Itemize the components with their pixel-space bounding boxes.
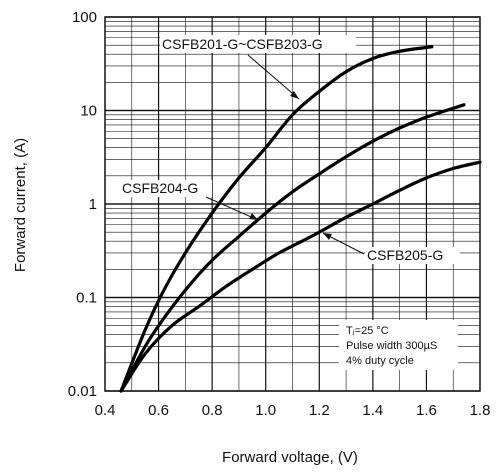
series-labels: CSFB201-G~CSFB203-G CSFB204-G CSFB205-G — [120, 35, 460, 264]
x-tick-label: 1.2 — [309, 402, 330, 419]
x-tick-label: 1.8 — [470, 402, 491, 419]
x-tick-label: 1.4 — [362, 402, 383, 419]
leader-line-csfb204 — [205, 196, 259, 221]
curve-series-0 — [119, 45, 434, 393]
curves — [119, 45, 482, 393]
series-label-csfb204: CSFB204-G — [122, 180, 198, 196]
y-ticks: 0.01 0.1 1 10 100 — [68, 9, 97, 400]
x-tick-label: 0.8 — [202, 402, 223, 419]
leader-arrow-csfb204 — [249, 213, 258, 220]
leader-arrow-csfb205 — [323, 233, 332, 240]
y-tick-label: 0.1 — [76, 290, 97, 307]
y-axis-title: Forward current, (A) — [12, 138, 29, 272]
x-ticks: 0.4 0.6 0.8 1.0 1.2 1.4 1.6 1.8 — [95, 402, 491, 419]
condition-pulse-width: Pulse width 300µS — [346, 340, 437, 352]
y-tick-label: 100 — [72, 9, 97, 26]
y-tick-label: 0.01 — [68, 383, 97, 400]
condition-temperature: Tⱼ=25 °C — [346, 325, 389, 337]
series-label-bg-1 — [120, 180, 212, 197]
y-tick-label: 10 — [80, 103, 97, 120]
series-label-bg-2 — [365, 247, 460, 264]
conditions-box — [339, 320, 458, 370]
curve-series-2 — [119, 160, 482, 393]
condition-duty-cycle: 4% duty cycle — [346, 355, 414, 367]
x-tick-label: 1.0 — [255, 402, 276, 419]
plot-frame — [104, 16, 481, 392]
curve-series-1 — [119, 103, 466, 393]
leader-line-csfb201 — [247, 54, 300, 100]
series-label-bg-0 — [160, 35, 356, 53]
leader-arrow-csfb201 — [290, 91, 299, 99]
x-tick-label: 0.6 — [148, 402, 169, 419]
x-tick-label: 1.6 — [416, 402, 437, 419]
y-tick-label: 1 — [89, 196, 97, 213]
series-label-csfb201: CSFB201-G~CSFB203-G — [162, 36, 323, 52]
x-axis-title: Forward voltage, (V) — [222, 449, 358, 466]
series-label-csfb205: CSFB205-G — [367, 247, 443, 263]
x-tick-label: 0.4 — [95, 402, 116, 419]
